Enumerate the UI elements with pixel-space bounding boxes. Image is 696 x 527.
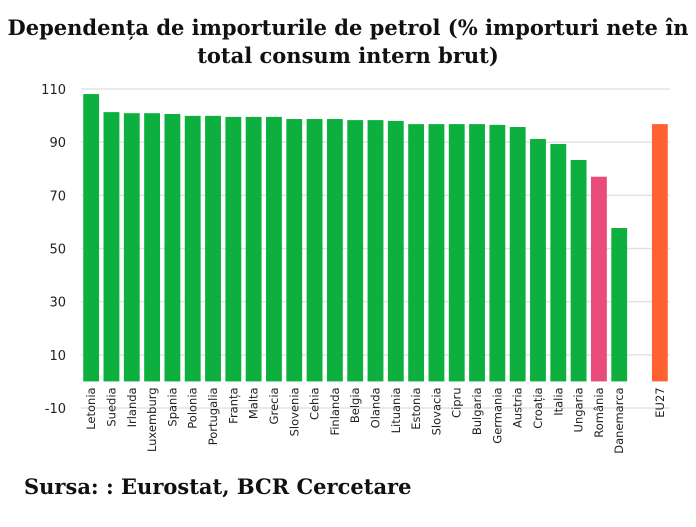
- bar-grecia: [266, 116, 282, 382]
- bar-franța: [225, 116, 242, 382]
- x-tick-label: Suedia: [104, 387, 118, 426]
- x-tick-label: Germania: [490, 387, 504, 443]
- x-tick-label: Austria: [511, 387, 525, 428]
- x-tick-label: Spania: [165, 387, 179, 426]
- bar-estonia: [408, 124, 425, 382]
- x-tick-label: Belgia: [348, 387, 362, 423]
- x-tick-label: Polonia: [186, 387, 200, 428]
- y-tick-label: 30: [49, 296, 66, 311]
- bar-irlanda: [123, 113, 140, 382]
- bar-lituania: [387, 120, 404, 382]
- bar-polonia: [184, 115, 201, 382]
- bar-belgia: [347, 120, 364, 382]
- x-tick-label: Slovacia: [429, 387, 443, 435]
- bar-ungaria: [570, 159, 587, 382]
- bar-italia: [550, 144, 567, 382]
- bar-suedia: [103, 112, 120, 382]
- bar-olanda: [367, 120, 384, 382]
- bar-luxemburg: [144, 113, 161, 382]
- bar-românia: [590, 176, 607, 382]
- y-tick-label: 70: [49, 189, 66, 204]
- bar-austria: [509, 127, 526, 382]
- x-tick-label: România: [592, 387, 606, 437]
- bar-cehia: [306, 119, 323, 382]
- bar-cipru: [448, 124, 465, 382]
- bar-eu27: [651, 124, 668, 382]
- y-tick-label: 90: [49, 136, 66, 151]
- x-tick-label: Irlanda: [125, 387, 139, 427]
- x-tick-label: Olanda: [369, 387, 383, 428]
- bar-finlanda: [326, 119, 343, 382]
- x-tick-label: Croația: [531, 387, 545, 428]
- x-tick-label: Franța: [226, 387, 240, 423]
- y-tick-label: -10: [45, 402, 66, 417]
- bar-slovacia: [428, 124, 445, 382]
- x-tick-label: Luxemburg: [145, 387, 159, 452]
- bar-bulgaria: [469, 124, 485, 382]
- bar-letonia: [83, 94, 100, 382]
- x-tick-label: Bulgaria: [470, 387, 484, 435]
- y-tick-label: 110: [41, 83, 66, 98]
- x-tick-label: Cipru: [450, 387, 464, 418]
- x-tick-label: Ungaria: [572, 387, 586, 432]
- x-tick-label: Danemarca: [612, 387, 626, 453]
- x-tick-label: EU27: [653, 387, 667, 417]
- x-tick-label: Finlanda: [328, 387, 342, 435]
- x-tick-label: Estonia: [409, 387, 423, 429]
- y-tick-label: 10: [49, 349, 66, 364]
- bar-portugalia: [205, 115, 221, 382]
- x-tick-label: Lituania: [389, 387, 403, 433]
- bar-slovenia: [286, 119, 303, 382]
- y-tick-label: 50: [49, 243, 66, 258]
- bar-germania: [489, 124, 506, 382]
- bar-spania: [164, 113, 181, 382]
- x-tick-label: Italia: [551, 387, 565, 415]
- x-tick-label: Letonia: [84, 387, 98, 429]
- bar-croația: [530, 138, 546, 382]
- x-tick-label: Cehia: [308, 387, 322, 420]
- x-tick-label: Slovenia: [287, 387, 301, 436]
- x-tick-label: Malta: [247, 387, 261, 419]
- chart-title: Dependența de importurile de petrol (% i…: [7, 15, 689, 68]
- x-tick-label: Portugalia: [206, 387, 220, 445]
- bar-malta: [245, 116, 262, 382]
- source-note: Sursa: : Eurostat, BCR Cercetare: [24, 474, 412, 499]
- bar-danemarca: [611, 228, 628, 382]
- x-tick-label: Grecia: [267, 387, 281, 424]
